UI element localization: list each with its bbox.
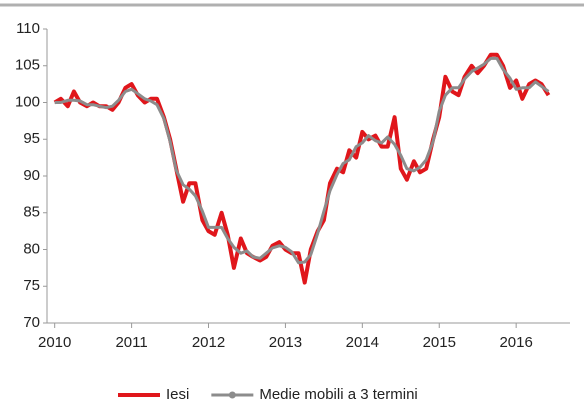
y-tick-label: 75 (23, 277, 40, 294)
legend-label: Medie mobili a 3 termini (259, 386, 417, 403)
legend-label: Iesi (166, 386, 189, 403)
x-tick-label: 2016 (499, 334, 532, 351)
x-tick-label: 2011 (115, 334, 147, 351)
x-tick-label: 2015 (423, 334, 456, 351)
y-tick-label: 95 (23, 130, 40, 147)
x-tick-label: 2013 (269, 334, 302, 351)
y-tick-label: 80 (23, 240, 40, 257)
y-tick-label: 85 (23, 204, 40, 221)
x-tick-label: 2012 (192, 334, 225, 351)
y-tick-label: 105 (15, 57, 40, 74)
x-tick-label: 2010 (38, 334, 71, 351)
y-tick-label: 90 (23, 167, 40, 184)
y-tick-label: 100 (15, 93, 40, 110)
series-line (54, 56, 550, 265)
y-tick-label: 70 (23, 314, 40, 331)
y-tick-label: 110 (16, 20, 40, 37)
x-tick-label: 2014 (346, 334, 379, 351)
legend-marker (228, 391, 236, 399)
